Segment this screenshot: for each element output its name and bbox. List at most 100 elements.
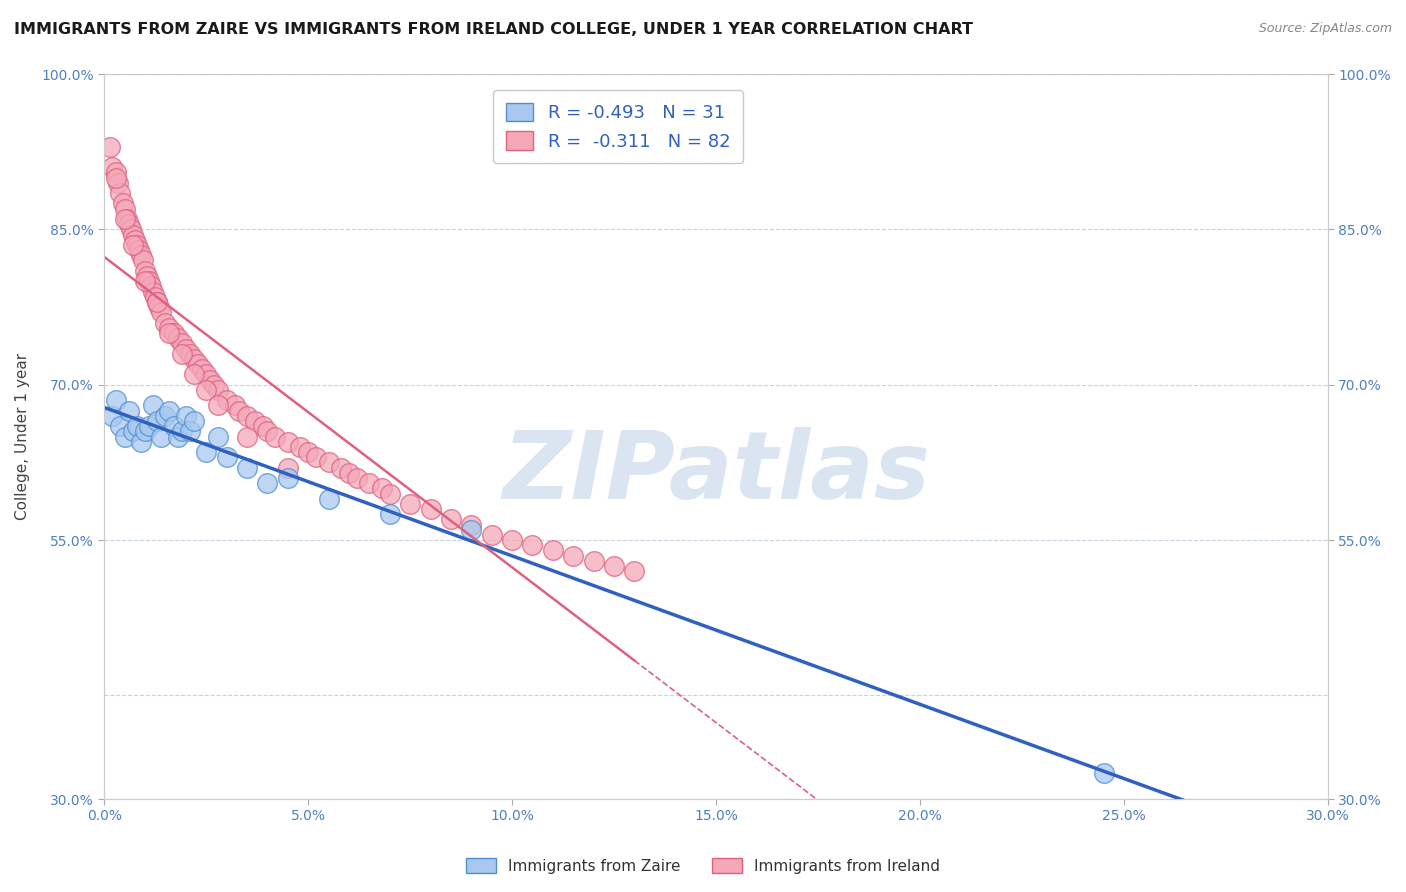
Point bbox=[264, 429, 287, 443]
Point bbox=[501, 533, 523, 548]
Text: IMMIGRANTS FROM ZAIRE VS IMMIGRANTS FROM IRELAND COLLEGE, UNDER 1 YEAR CORRELATI: IMMIGRANTS FROM ZAIRE VS IMMIGRANTS FROM… bbox=[14, 22, 973, 37]
Point bbox=[107, 176, 129, 190]
Point bbox=[114, 212, 136, 227]
Point bbox=[256, 425, 278, 439]
Point bbox=[305, 450, 328, 465]
Point bbox=[134, 425, 156, 439]
Point bbox=[179, 425, 201, 439]
Point bbox=[142, 399, 165, 413]
Point bbox=[170, 336, 193, 351]
Point bbox=[146, 414, 169, 428]
Point bbox=[481, 528, 503, 542]
Legend: Immigrants from Zaire, Immigrants from Ireland: Immigrants from Zaire, Immigrants from I… bbox=[460, 852, 946, 880]
Point bbox=[121, 227, 143, 242]
Point bbox=[132, 253, 155, 268]
Point bbox=[623, 564, 645, 578]
Point bbox=[125, 238, 148, 252]
Point bbox=[318, 491, 340, 506]
Point bbox=[195, 383, 218, 397]
Point bbox=[236, 429, 259, 443]
Point bbox=[121, 238, 143, 252]
Point bbox=[148, 300, 170, 314]
Point bbox=[174, 342, 197, 356]
Point bbox=[101, 160, 124, 174]
Point bbox=[256, 476, 278, 491]
Point bbox=[277, 460, 299, 475]
Point bbox=[146, 294, 169, 309]
Point bbox=[277, 434, 299, 449]
Point bbox=[419, 502, 441, 516]
Point bbox=[142, 285, 165, 299]
Point bbox=[117, 217, 139, 231]
Point bbox=[128, 243, 150, 257]
Point bbox=[166, 429, 188, 443]
Point bbox=[288, 440, 311, 454]
Point bbox=[105, 393, 128, 408]
Point bbox=[105, 165, 128, 179]
Point bbox=[110, 186, 132, 201]
Point bbox=[215, 450, 238, 465]
Point bbox=[603, 559, 626, 574]
Point bbox=[129, 248, 152, 262]
Point bbox=[522, 538, 544, 552]
Point bbox=[378, 507, 401, 521]
Point bbox=[157, 320, 180, 334]
Point bbox=[134, 264, 156, 278]
Point bbox=[134, 274, 156, 288]
Point bbox=[207, 429, 229, 443]
Point bbox=[157, 326, 180, 340]
Point bbox=[460, 523, 482, 537]
Point bbox=[129, 434, 152, 449]
Point bbox=[179, 347, 201, 361]
Point bbox=[170, 425, 193, 439]
Point bbox=[399, 497, 422, 511]
Point bbox=[136, 268, 159, 283]
Point bbox=[110, 419, 132, 434]
Point bbox=[582, 554, 605, 568]
Point bbox=[337, 466, 360, 480]
Point bbox=[440, 512, 463, 526]
Point bbox=[138, 419, 160, 434]
Point bbox=[378, 486, 401, 500]
Point bbox=[166, 331, 188, 345]
Point bbox=[195, 445, 218, 459]
Point bbox=[114, 202, 136, 216]
Point bbox=[195, 368, 218, 382]
Point bbox=[115, 212, 138, 227]
Point bbox=[155, 409, 177, 423]
Point bbox=[105, 170, 128, 185]
Point bbox=[157, 403, 180, 417]
Point bbox=[318, 455, 340, 469]
Point bbox=[346, 471, 368, 485]
Point bbox=[101, 409, 124, 423]
Point bbox=[170, 347, 193, 361]
Point bbox=[114, 429, 136, 443]
Point bbox=[111, 196, 134, 211]
Point bbox=[1092, 766, 1115, 780]
Point bbox=[359, 476, 381, 491]
Point bbox=[150, 305, 173, 319]
Legend: R = -0.493   N = 31, R =  -0.311   N = 82: R = -0.493 N = 31, R = -0.311 N = 82 bbox=[494, 90, 742, 163]
Point bbox=[562, 549, 585, 563]
Point bbox=[370, 481, 392, 495]
Point bbox=[139, 279, 162, 293]
Point bbox=[191, 362, 214, 376]
Point bbox=[187, 357, 209, 371]
Text: ZIPatlas: ZIPatlas bbox=[502, 426, 931, 519]
Point bbox=[297, 445, 319, 459]
Point bbox=[162, 326, 184, 340]
Point bbox=[146, 294, 169, 309]
Point bbox=[277, 471, 299, 485]
Point bbox=[236, 460, 259, 475]
Point bbox=[121, 425, 143, 439]
Point bbox=[124, 233, 146, 247]
Point bbox=[236, 409, 259, 423]
Point bbox=[200, 373, 222, 387]
Y-axis label: College, Under 1 year: College, Under 1 year bbox=[15, 353, 30, 520]
Point bbox=[162, 419, 184, 434]
Point bbox=[228, 403, 250, 417]
Point bbox=[120, 222, 142, 236]
Point bbox=[143, 290, 166, 304]
Point bbox=[117, 403, 139, 417]
Point bbox=[155, 316, 177, 330]
